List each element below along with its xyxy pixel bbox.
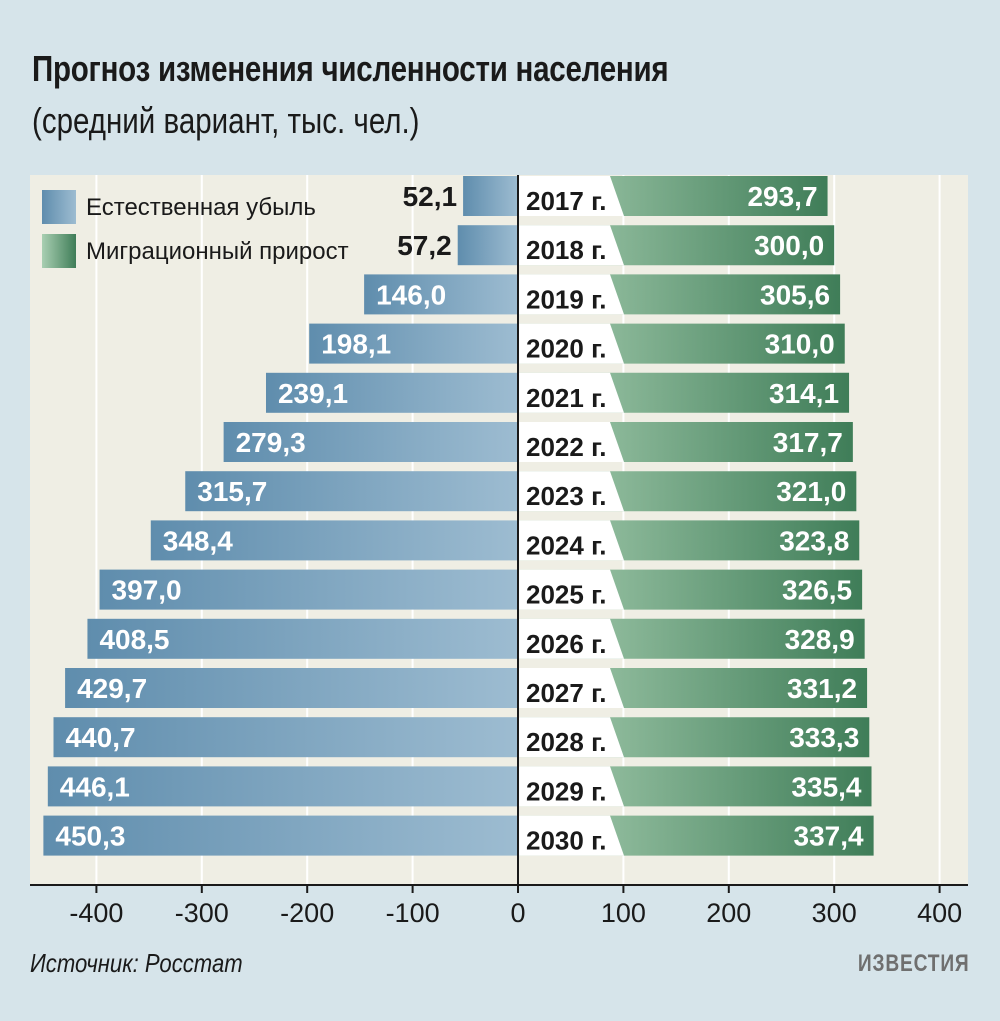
label-migration-growth: 310,0: [765, 329, 835, 360]
label-natural-decline: 348,4: [163, 525, 233, 556]
year-label: 2029 г.: [526, 776, 607, 806]
year-label: 2026 г.: [526, 629, 607, 659]
source-note: Источник: Росстат: [30, 948, 243, 978]
bar-natural-decline: [185, 471, 518, 512]
year-tab: [518, 815, 624, 856]
legend-label: Естественная убыль: [86, 194, 316, 221]
label-natural-decline: 440,7: [66, 722, 136, 753]
publisher-logo: ИЗВЕСТИЯ: [858, 950, 970, 977]
label-natural-decline: 446,1: [60, 771, 130, 802]
year-label: 2022 г.: [526, 432, 607, 462]
year-label: 2030 г.: [526, 826, 607, 856]
year-tab: [518, 372, 624, 413]
bar-natural-decline: [463, 176, 518, 216]
label-migration-growth: 305,6: [760, 279, 830, 310]
x-tick-label: 0: [510, 898, 525, 928]
label-migration-growth: 333,3: [789, 722, 859, 753]
label-migration-growth: 314,1: [769, 378, 839, 409]
chart-title: Прогноз изменения численности населения: [32, 48, 669, 89]
year-tab: [518, 422, 624, 462]
label-migration-growth: 317,7: [773, 427, 843, 458]
label-natural-decline: 146,0: [376, 279, 446, 310]
year-tab: [518, 176, 624, 216]
year-tab: [518, 323, 624, 364]
label-natural-decline: 315,7: [197, 476, 267, 507]
bar-natural-decline: [150, 520, 518, 561]
label-migration-growth: 323,8: [779, 525, 849, 556]
label-natural-decline: 450,3: [55, 821, 125, 852]
label-natural-decline: 198,1: [321, 329, 391, 360]
label-natural-decline: 408,5: [99, 624, 169, 655]
label-migration-growth: 337,4: [794, 821, 864, 852]
bar-natural-decline: [53, 717, 519, 758]
year-label: 2021 г.: [526, 383, 607, 413]
bar-natural-decline: [47, 766, 518, 807]
label-natural-decline: 429,7: [77, 673, 147, 704]
legend-label: Миграционный прирост: [86, 238, 349, 265]
bar-natural-decline: [309, 323, 518, 364]
year-tab: [518, 225, 624, 266]
legend-swatch: [42, 234, 76, 268]
x-tick-label: 100: [601, 898, 646, 928]
year-tab: [518, 274, 624, 315]
year-label: 2020 г.: [526, 334, 607, 364]
label-natural-decline: 57,2: [397, 230, 452, 261]
bar-natural-decline: [87, 618, 518, 659]
label-migration-growth: 300,0: [754, 230, 824, 261]
year-label: 2027 г.: [526, 678, 607, 708]
year-label: 2024 г.: [526, 530, 607, 560]
x-tick-label: 200: [706, 898, 751, 928]
year-tab: [518, 569, 624, 610]
year-tab: [518, 520, 624, 561]
bar-natural-decline: [99, 569, 518, 610]
label-migration-growth: 293,7: [747, 181, 817, 212]
year-label: 2023 г.: [526, 481, 607, 511]
label-natural-decline: 279,3: [236, 427, 306, 458]
label-natural-decline: 239,1: [278, 378, 348, 409]
year-label: 2019 г.: [526, 284, 607, 314]
x-tick-label: -200: [280, 898, 334, 928]
bar-natural-decline: [457, 225, 518, 266]
label-natural-decline: 397,0: [112, 575, 182, 606]
year-tab: [518, 766, 624, 807]
year-tab: [518, 717, 624, 758]
label-migration-growth: 328,9: [785, 624, 855, 655]
label-migration-growth: 326,5: [782, 575, 852, 606]
x-tick-label: -400: [69, 898, 123, 928]
x-tick-label: -300: [175, 898, 229, 928]
x-tick-label: 300: [812, 898, 857, 928]
bar-natural-decline: [265, 372, 518, 413]
chart-subtitle: (средний вариант, тыс. чел.): [32, 100, 420, 141]
year-label: 2025 г.: [526, 580, 607, 610]
bar-natural-decline: [364, 274, 518, 315]
year-tab: [518, 471, 624, 512]
label-migration-growth: 321,0: [776, 476, 846, 507]
year-label: 2017 г.: [526, 186, 607, 216]
bar-natural-decline: [43, 815, 519, 856]
bar-natural-decline: [223, 422, 518, 462]
year-label: 2028 г.: [526, 727, 607, 757]
label-migration-growth: 335,4: [791, 771, 861, 802]
x-tick-label: 400: [917, 898, 962, 928]
label-migration-growth: 331,2: [787, 673, 857, 704]
year-tab: [518, 618, 624, 659]
year-tab: [518, 668, 624, 708]
label-natural-decline: 52,1: [403, 181, 458, 212]
legend-swatch: [42, 190, 76, 224]
x-tick-label: -100: [386, 898, 440, 928]
bar-natural-decline: [65, 668, 519, 708]
year-label: 2018 г.: [526, 235, 607, 265]
